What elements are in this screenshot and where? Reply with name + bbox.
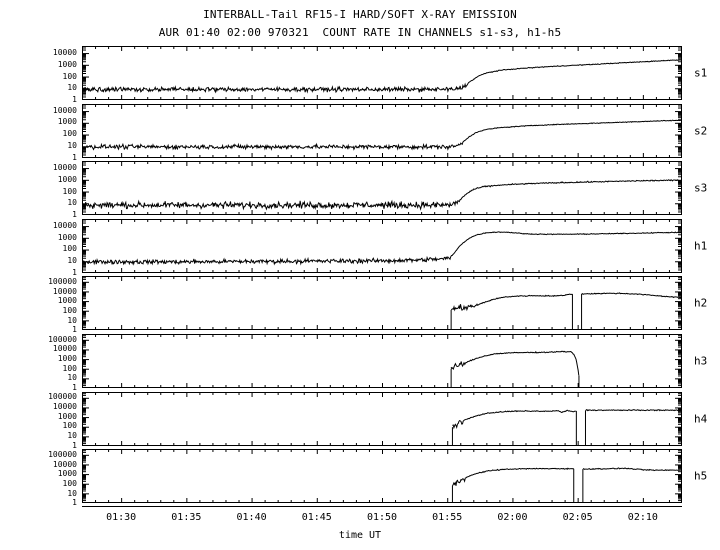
y-tick-labels-h4: 1 10 100 1000 10000 100000: [0, 392, 77, 449]
channel-label-h5: h5: [694, 469, 708, 483]
y-tick-labels-h2: 1 10 100 1000 10000 100000: [0, 276, 77, 334]
y-tick-h5-1: 1: [72, 498, 77, 508]
y-tick-h4-10: 10: [67, 430, 77, 440]
y-tick-h5-100: 100: [62, 478, 77, 488]
panel-s2: [82, 103, 682, 158]
x-tick-0210: 02:10: [627, 512, 658, 523]
channel-label-h2: h2: [694, 296, 708, 310]
y-tick-h2-10000: 10000: [52, 286, 77, 296]
y-tick-h3-1: 1: [72, 383, 77, 392]
y-tick-s2-10000: 10000: [52, 105, 77, 115]
y-tick-h4-1000: 1000: [57, 411, 77, 421]
y-tick-s3-1: 1: [72, 210, 77, 220]
y-tick-s1-100: 100: [62, 71, 77, 81]
y-tick-s1-10000: 10000: [52, 48, 77, 58]
panel-s1: [82, 46, 682, 100]
x-tick-0140: 01:40: [236, 512, 267, 523]
y-tick-h3-1000: 1000: [57, 354, 77, 364]
y-tick-h4-100: 100: [62, 421, 77, 431]
x-tick-0205: 02:05: [562, 512, 593, 523]
y-tick-h2-1: 1: [72, 325, 77, 335]
x-tick-0145: 01:45: [301, 512, 332, 523]
x-tick-0200: 02:00: [497, 512, 528, 523]
y-tick-s2-1000: 1000: [57, 117, 77, 127]
panel-h2: [82, 276, 682, 331]
y-tick-s2-10: 10: [67, 140, 77, 150]
x-tick-0135: 01:35: [171, 512, 202, 523]
y-tick-h2-100: 100: [62, 306, 77, 316]
y-tick-s2-1: 1: [72, 152, 77, 162]
y-tick-labels-h3: 1 10 100 1000 10000 100000: [0, 334, 77, 391]
y-tick-h4-1: 1: [72, 440, 77, 450]
y-tick-s3-100: 100: [62, 186, 77, 196]
channel-label-h1: h1: [694, 239, 708, 253]
trace-s2: [82, 103, 682, 158]
panel-h4: [82, 391, 682, 446]
y-tick-labels-s3: 1 10 100 1000 10000: [0, 161, 77, 219]
y-tick-s3-10: 10: [67, 198, 77, 208]
y-tick-labels-h5: 1 10 100 1000 10000 100000: [0, 449, 77, 506]
y-tick-h1-1: 1: [72, 267, 77, 277]
y-tick-s3-1000: 1000: [57, 174, 77, 184]
y-tick-s1-1: 1: [72, 95, 77, 104]
x-axis-title: time UT: [338, 530, 382, 541]
trace-s1: [82, 46, 682, 100]
y-tick-h5-10: 10: [67, 488, 77, 498]
y-tick-s1-10: 10: [67, 83, 77, 93]
x-tick-0130: 01:30: [106, 512, 137, 523]
y-tick-labels-h1: 1 10 100 1000 10000: [0, 219, 77, 276]
y-tick-h2-1000: 1000: [57, 296, 77, 306]
y-tick-s1-1000: 1000: [57, 59, 77, 69]
channel-label-s1: s1: [694, 66, 708, 80]
x-tick-0150: 01:50: [366, 512, 398, 523]
y-tick-h5-10000: 10000: [52, 459, 77, 469]
chart-title: INTERBALL-Tail RF15-I HARD/SOFT X-RAY EM…: [203, 8, 517, 21]
y-tick-s2-100: 100: [62, 129, 77, 139]
y-tick-h3-10000: 10000: [52, 344, 77, 354]
trace-h5: [82, 449, 682, 504]
y-tick-h3-100: 100: [62, 363, 77, 373]
y-tick-h5-100000: 100000: [48, 449, 77, 459]
channel-label-s3: s3: [694, 181, 708, 195]
y-tick-h1-1000: 1000: [57, 232, 77, 242]
y-tick-h1-100: 100: [62, 244, 77, 254]
panel-s3: [82, 161, 682, 216]
channel-label-h3: h3: [694, 354, 708, 368]
trace-h1: [82, 218, 682, 273]
y-tick-h3-100000: 100000: [48, 334, 77, 344]
y-tick-h4-10000: 10000: [52, 402, 77, 412]
panel-h3: [82, 334, 682, 388]
chart-subtitle: AUR 01:40 02:00 970321 COUNT RATE IN CHA…: [158, 26, 562, 39]
channel-label-s2: s2: [694, 124, 708, 138]
panel-h5: [82, 449, 682, 504]
channel-label-h4: h4: [694, 412, 708, 426]
y-tick-h1-10000: 10000: [52, 220, 77, 230]
x-axis-line: [82, 506, 682, 507]
trace-s3: [82, 161, 682, 216]
y-tick-h4-100000: 100000: [48, 392, 77, 402]
panel-h1: [82, 218, 682, 273]
y-tick-h5-1000: 1000: [57, 469, 77, 479]
y-tick-h3-10: 10: [67, 373, 77, 383]
trace-h4: [82, 391, 682, 446]
trace-h2: [82, 276, 682, 331]
y-tick-h1-10: 10: [67, 256, 77, 266]
x-tick-0155: 01:55: [432, 512, 463, 523]
trace-h3: [82, 334, 682, 388]
y-tick-h2-10: 10: [67, 315, 77, 325]
y-tick-labels-s1: 1 10 100 1000 10000: [0, 46, 77, 104]
y-tick-h2-100000: 100000: [48, 277, 77, 287]
y-tick-labels-s2: 1 10 100 1000 10000: [0, 104, 77, 161]
y-tick-s3-10000: 10000: [52, 163, 77, 173]
